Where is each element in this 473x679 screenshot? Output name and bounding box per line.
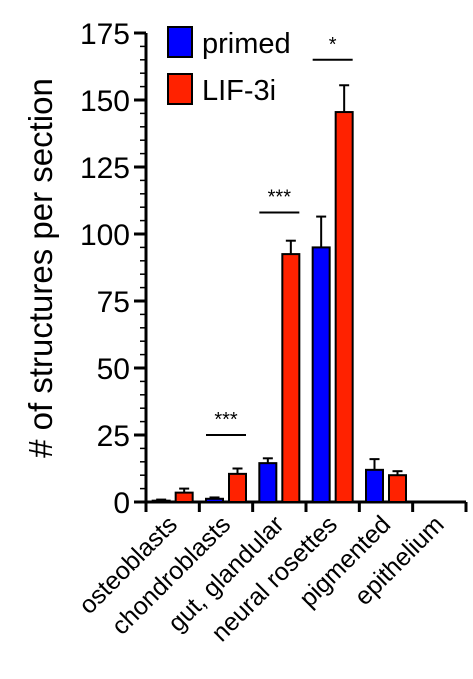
- significance-label: *: [329, 34, 337, 56]
- bar-primed: [311, 246, 331, 503]
- y-tick-label: 125: [80, 152, 130, 185]
- y-tick-label: 75: [97, 286, 130, 319]
- legend-label: LIF-3i: [202, 75, 276, 107]
- legend-label: primed: [202, 28, 291, 60]
- y-tick-label: 150: [80, 85, 130, 118]
- y-axis-label: # of structures per section: [22, 78, 59, 458]
- bars: [151, 84, 407, 504]
- y-tick-label: 25: [97, 420, 130, 453]
- bar-lif-3i: [228, 472, 247, 503]
- significance-annotations: *******: [206, 34, 353, 436]
- bar-primed: [151, 499, 171, 504]
- significance-label: ***: [214, 409, 238, 431]
- legend: primed LIF-3i: [167, 26, 291, 107]
- axes: 0 25 50 75 100 125 150 175: [80, 18, 468, 520]
- legend-swatch: [167, 73, 193, 105]
- y-tick-label: 100: [80, 219, 130, 252]
- bar-primed: [258, 462, 278, 504]
- bar-primed: [205, 497, 224, 503]
- bar-lif-3i: [281, 253, 301, 503]
- y-tick-label: 0: [113, 487, 130, 520]
- significance-label: ***: [268, 187, 292, 209]
- bar-lif-3i: [388, 474, 407, 504]
- bar-primed: [365, 468, 384, 503]
- y-tick-label: 50: [97, 353, 130, 386]
- y-tick-label: 175: [80, 18, 130, 51]
- bar-lif-3i: [334, 111, 354, 503]
- legend-swatch: [167, 26, 193, 58]
- bar-lif-3i: [174, 491, 194, 503]
